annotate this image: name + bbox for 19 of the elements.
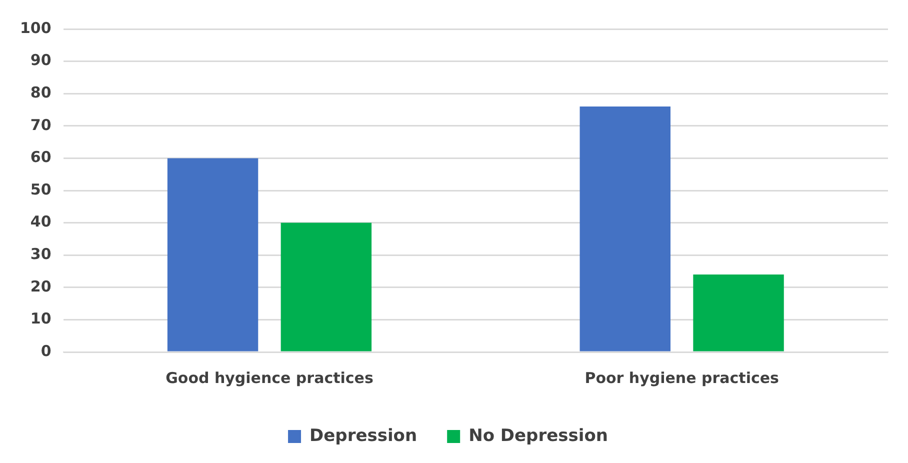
y-tick-label: 40 [30, 212, 52, 231]
y-tick-label: 100 [20, 18, 52, 37]
y-tick-label: 0 [40, 342, 52, 360]
bar [580, 106, 670, 352]
y-tick-label: 20 [30, 277, 52, 296]
legend-label: Depression [310, 426, 418, 446]
bar [167, 158, 258, 352]
y-tick-label: 80 [30, 83, 52, 102]
y-tick-label: 70 [30, 116, 52, 134]
x-tick-label: Good hygience practices [166, 368, 374, 387]
y-tick-label: 90 [30, 51, 52, 70]
y-tick-label: 50 [30, 180, 52, 198]
y-tick-label: 30 [30, 244, 52, 263]
legend-label: No Depression [468, 426, 608, 446]
x-tick-label: Poor hygiene practices [584, 368, 780, 387]
bar [280, 222, 372, 352]
y-tick-label: 10 [30, 310, 52, 328]
bar [693, 274, 784, 352]
y-tick-label: 60 [30, 148, 52, 166]
